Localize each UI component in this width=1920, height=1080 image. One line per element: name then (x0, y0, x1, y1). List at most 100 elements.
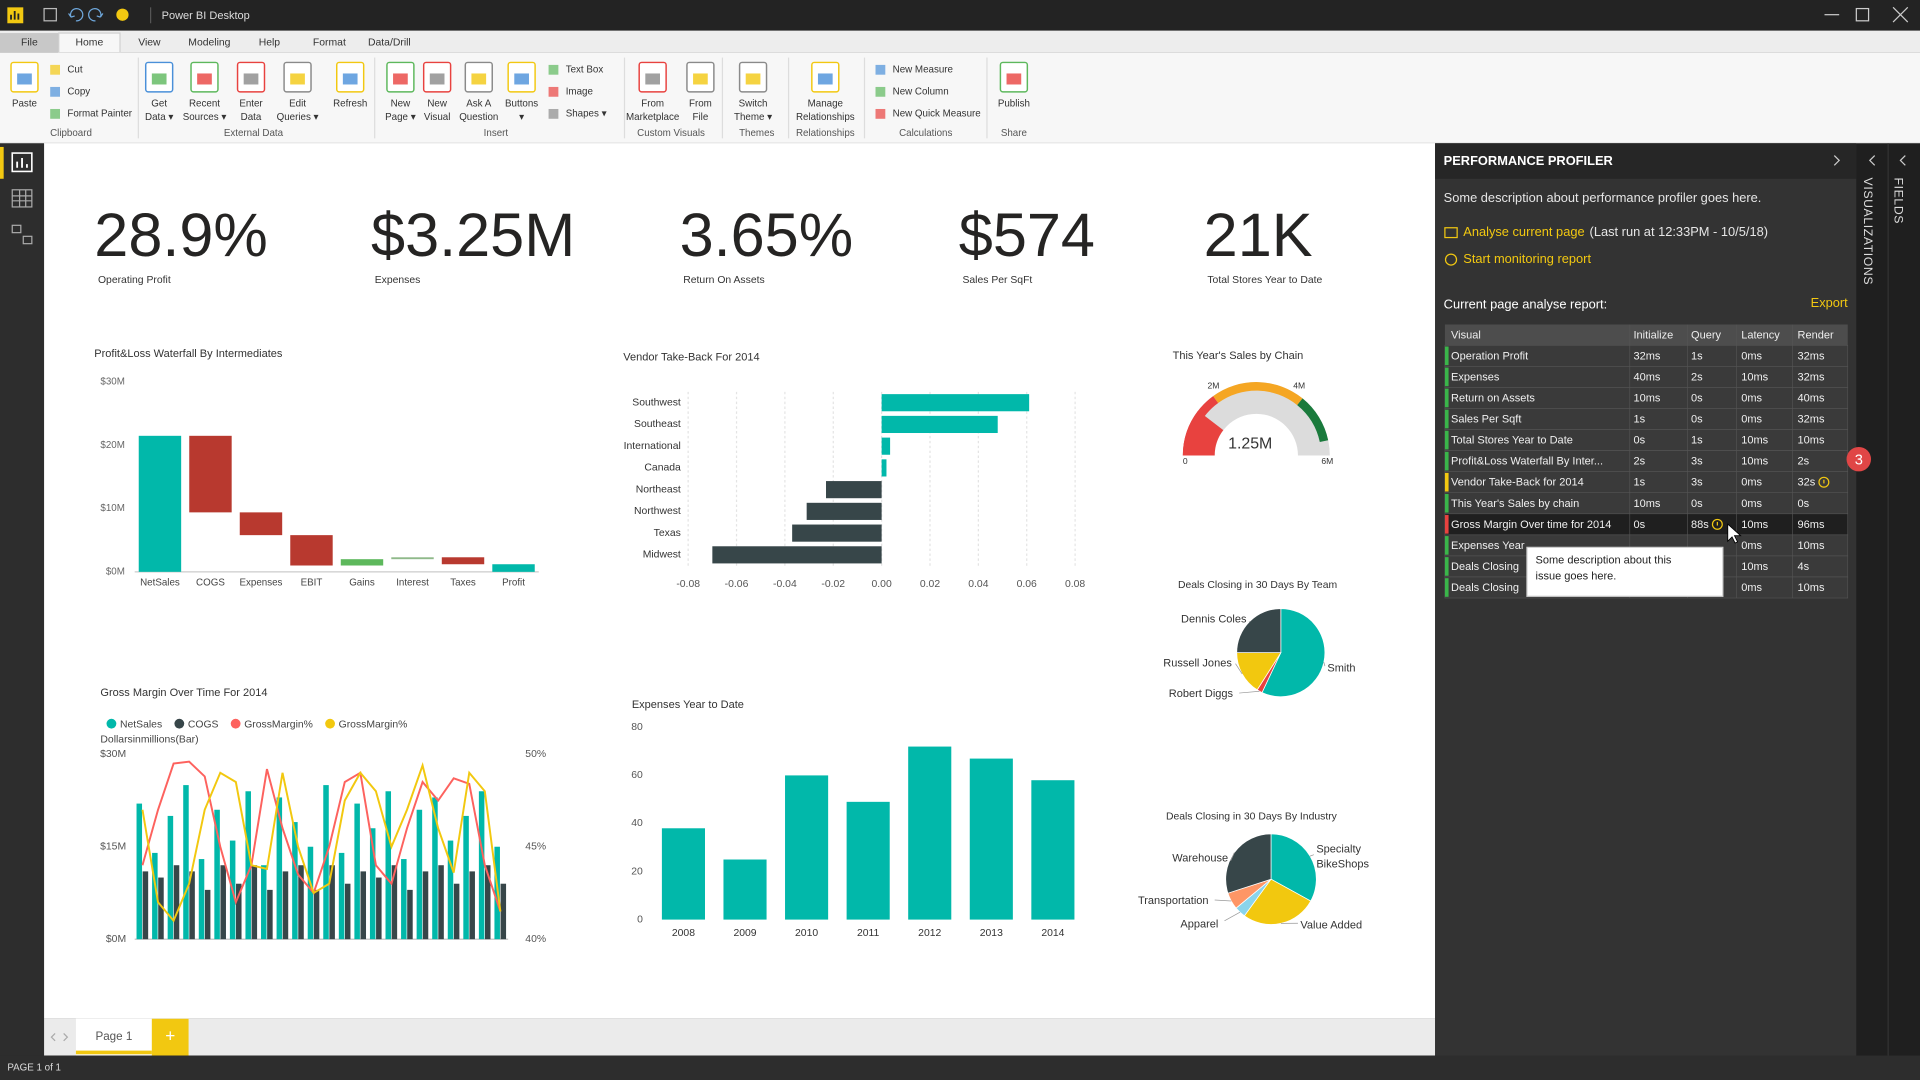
table-cell: 88s (1691, 519, 1709, 531)
bar (261, 865, 267, 940)
legend-label[interactable]: NetSales (120, 720, 162, 731)
ribbon-small-button[interactable]: New Column (893, 86, 949, 97)
menu-tab[interactable]: Home (76, 38, 104, 49)
table-cell: Expenses Year (1451, 540, 1525, 552)
ribbon-button[interactable]: Relationships (796, 112, 855, 123)
ribbon-button[interactable]: Theme ▾ (734, 112, 772, 123)
warning-icon[interactable] (1818, 476, 1830, 488)
bar (198, 859, 205, 940)
table-cell: 3s (1691, 477, 1703, 489)
close-button[interactable] (1892, 6, 1909, 23)
menu-tab[interactable]: Data/Drill (368, 38, 411, 49)
menu-tab[interactable]: File (21, 38, 38, 49)
status-indicator (1444, 388, 1449, 408)
redo-icon[interactable] (88, 8, 104, 22)
ribbon-button[interactable]: Edit (289, 99, 306, 110)
pie-slice (1243, 878, 1312, 925)
visualizations-chevron[interactable] (1868, 155, 1876, 166)
page-tab-label[interactable]: Page 1 (95, 1030, 132, 1043)
ribbon-button[interactable]: File (693, 112, 709, 123)
leader-line (1239, 690, 1260, 694)
add-page-label[interactable]: + (165, 1026, 175, 1046)
ribbon-small-button[interactable]: New Measure (893, 64, 953, 75)
ribbon-button[interactable]: Buttons (505, 99, 538, 110)
export-link[interactable]: Export (1811, 295, 1849, 310)
x-tick-label: -0.04 (773, 579, 797, 590)
kpi-label: Sales Per SqFt (962, 275, 1032, 286)
ribbon-small-button[interactable]: New Quick Measure (893, 108, 981, 119)
table-cell: 0ms (1741, 350, 1762, 362)
column-header[interactable]: Initialize (1633, 329, 1673, 341)
table-cell: 10ms (1798, 582, 1825, 594)
ribbon-button[interactable]: Page ▾ (385, 112, 416, 123)
page-nav-arrows[interactable] (50, 1033, 69, 1042)
ribbon-button[interactable]: Enter (239, 99, 263, 110)
menu-tab[interactable]: Format (313, 38, 346, 49)
column-header[interactable]: Visual (1451, 329, 1481, 341)
ribbon-button[interactable]: Data ▾ (145, 112, 173, 123)
mouse-cursor (1727, 523, 1742, 544)
bar (298, 865, 304, 940)
ribbon-button[interactable]: Ask A (466, 99, 491, 110)
y-tick-label: 0 (637, 914, 643, 925)
ribbon-button[interactable]: Manage (808, 99, 843, 110)
ribbon-button[interactable]: Sources ▾ (183, 112, 227, 123)
ribbon-small-button[interactable]: Format Painter (67, 108, 132, 119)
legend-label[interactable]: COGS (188, 720, 219, 731)
ribbon-button[interactable]: Refresh (333, 99, 367, 110)
ribbon-button[interactable]: Paste (12, 99, 37, 110)
ribbon-button[interactable]: Get (151, 99, 167, 110)
panel-description: Some description about performance profi… (1444, 190, 1762, 205)
monitor-icon (1444, 253, 1458, 266)
ribbon-small-button[interactable]: Cut (67, 64, 83, 75)
feedback-icon[interactable] (116, 8, 129, 21)
monitor-link[interactable]: Start monitoring report (1463, 251, 1591, 266)
bar (881, 437, 891, 455)
ribbon-button[interactable]: New (427, 99, 448, 110)
ribbon-button[interactable]: Question (459, 112, 498, 123)
profiler-header (1435, 143, 1857, 179)
ribbon-button[interactable]: Recent (189, 99, 220, 110)
analyse-link[interactable]: Analyse current page (1463, 224, 1584, 239)
table-cell: 32s (1798, 477, 1816, 489)
ribbon-button[interactable]: Publish (998, 99, 1030, 110)
ribbon-button[interactable]: Switch (739, 99, 768, 110)
warning-icon[interactable] (1711, 518, 1723, 530)
column-header[interactable]: Query (1691, 329, 1721, 341)
legend-label[interactable]: GrossMargin% (339, 720, 408, 731)
ribbon-small-button[interactable]: Shapes ▾ (566, 108, 607, 119)
pie-label: Warehouse (1172, 852, 1228, 864)
ribbon-small-button[interactable]: Text Box (566, 64, 604, 75)
ribbon-button[interactable]: Data (241, 112, 262, 123)
app-title: Power BI Desktop (162, 10, 250, 22)
ribbon-button[interactable]: New (391, 99, 412, 110)
ribbon-button[interactable]: Visual (424, 112, 450, 123)
fields-chevron[interactable] (1899, 155, 1906, 166)
ribbon-button[interactable]: ▾ (519, 112, 524, 123)
column-header[interactable]: Render (1798, 329, 1834, 341)
column-header[interactable]: Latency (1741, 329, 1780, 341)
side-tab[interactable]: FIELDS (1892, 178, 1906, 225)
ribbon-small-button[interactable]: Image (566, 86, 593, 97)
leader-line (1309, 854, 1315, 857)
legend-label[interactable]: GrossMargin% (244, 720, 313, 731)
y-tick-label: $30M (100, 749, 126, 760)
menu-tab[interactable]: Help (259, 38, 281, 49)
bar (723, 859, 767, 920)
collapse-chevron[interactable] (1833, 155, 1841, 166)
ribbon-small-button[interactable]: Copy (67, 86, 90, 97)
undo-icon[interactable] (68, 8, 84, 22)
ribbon-button[interactable]: From (641, 99, 664, 110)
bar (422, 871, 429, 940)
ribbon-button[interactable]: Marketplace (626, 112, 679, 123)
side-tab[interactable]: VISUALIZATIONS (1861, 178, 1875, 286)
ribbon-button[interactable]: From (689, 99, 712, 110)
x-tick-label: 2013 (980, 928, 1003, 939)
waterfall-bar (492, 564, 535, 572)
bar (785, 775, 829, 920)
menu-tab[interactable]: View (138, 38, 161, 49)
ribbon-button[interactable]: Queries ▾ (277, 112, 319, 123)
menu-tab[interactable]: Modeling (188, 38, 230, 49)
